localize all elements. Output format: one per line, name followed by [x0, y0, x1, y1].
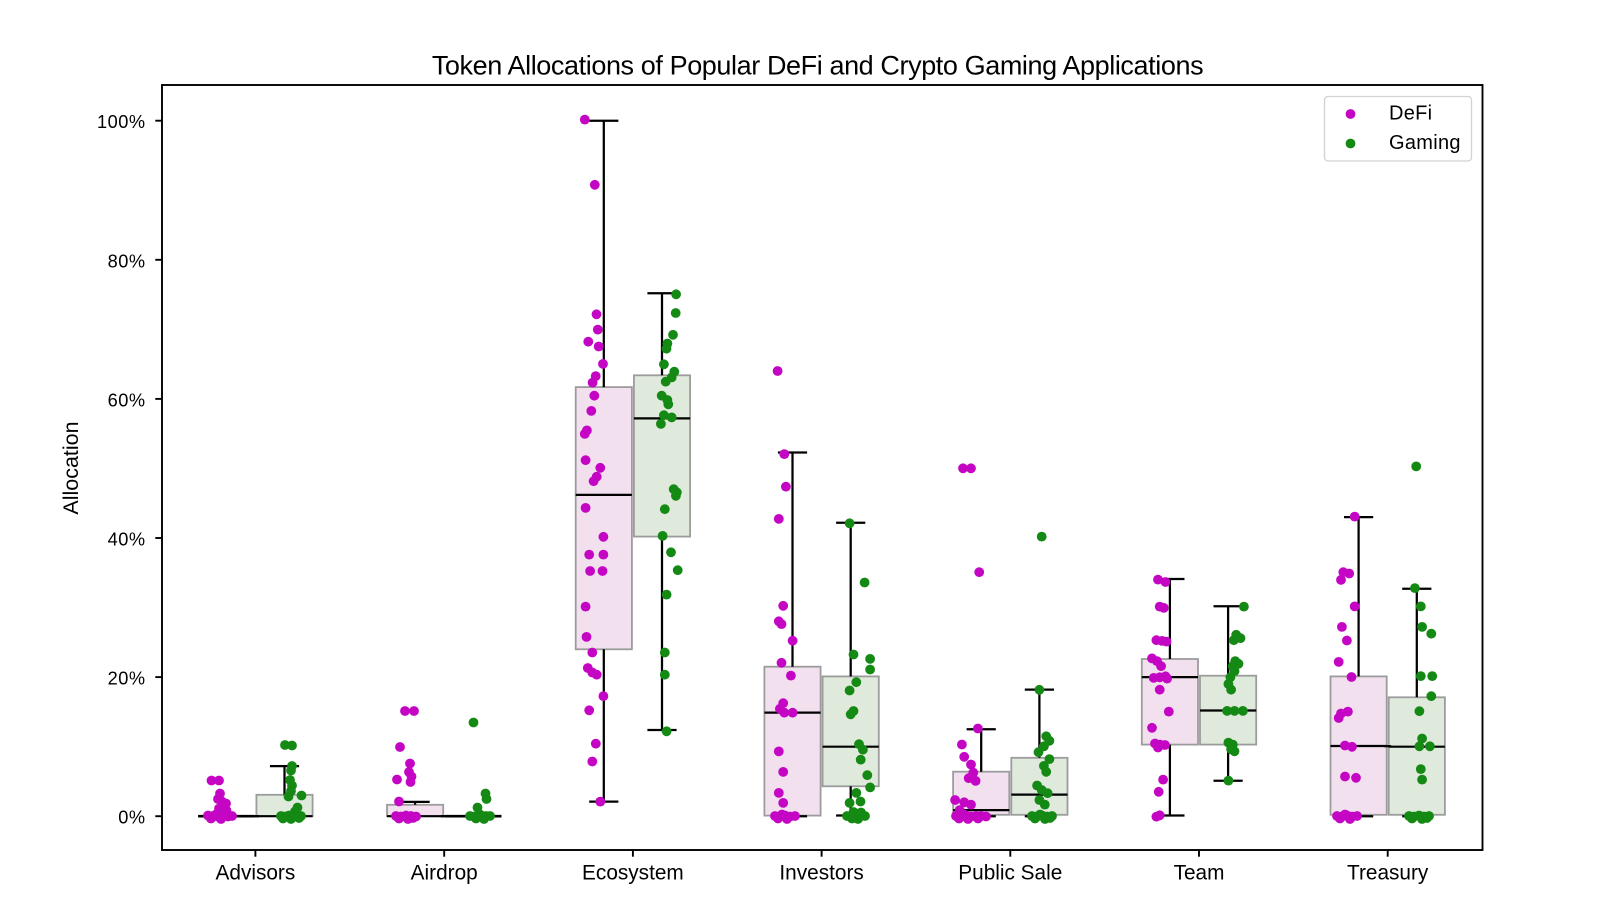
svg-text:Team: Team — [1174, 862, 1225, 885]
svg-text:0%: 0% — [118, 808, 145, 828]
svg-text:Investors: Investors — [779, 862, 863, 885]
svg-text:40%: 40% — [108, 530, 146, 550]
svg-text:20%: 20% — [108, 669, 146, 689]
svg-text:DeFi: DeFi — [1389, 103, 1432, 125]
svg-text:Treasury: Treasury — [1347, 862, 1429, 885]
svg-text:Ecosystem: Ecosystem — [582, 862, 684, 885]
svg-text:Advisors: Advisors — [216, 862, 296, 885]
svg-text:60%: 60% — [108, 390, 146, 410]
svg-text:Token Allocations of Popular D: Token Allocations of Popular DeFi and Cr… — [432, 50, 1203, 80]
svg-text:Gaming: Gaming — [1389, 132, 1461, 154]
svg-text:Public Sale: Public Sale — [958, 862, 1062, 885]
svg-text:80%: 80% — [108, 251, 146, 271]
svg-text:Airdrop: Airdrop — [411, 862, 478, 885]
svg-text:100%: 100% — [97, 112, 146, 132]
svg-text:Allocation: Allocation — [59, 421, 83, 514]
